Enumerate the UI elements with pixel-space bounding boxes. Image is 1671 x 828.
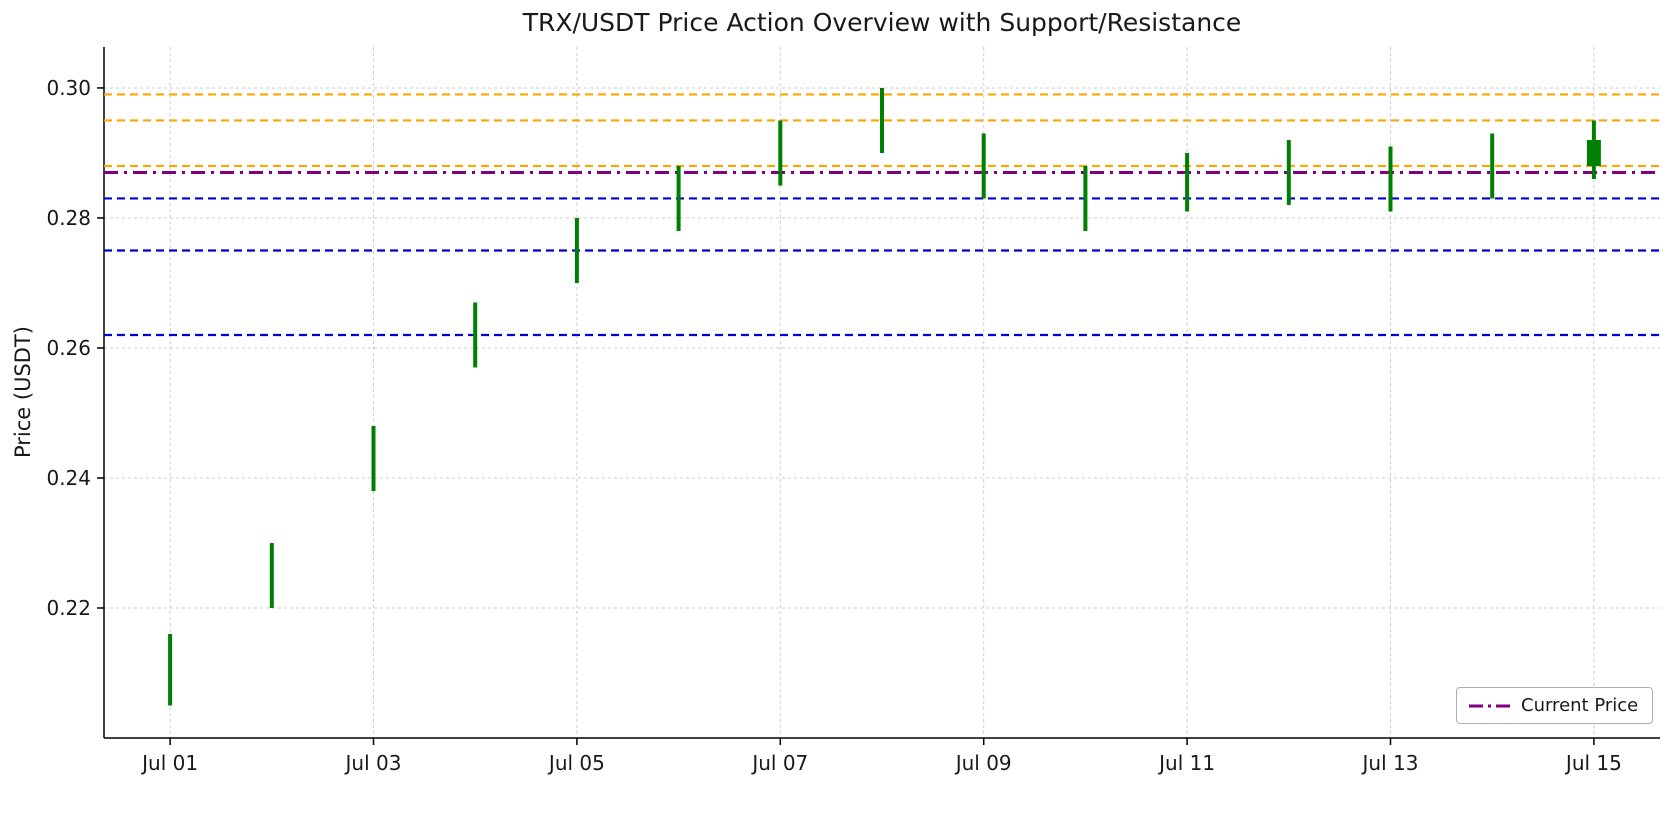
legend-label: Current Price (1521, 695, 1639, 716)
x-tick-label: Jul 05 (547, 751, 605, 775)
x-tick-label: Jul 03 (344, 751, 402, 775)
y-tick-label: 0.26 (46, 336, 91, 360)
x-tick-label: Jul 09 (954, 751, 1012, 775)
y-axis-label: Price (USDT) (11, 326, 35, 458)
y-tick-label: 0.24 (46, 466, 91, 490)
y-tick-label: 0.22 (46, 596, 91, 620)
legend: Current Price (1456, 687, 1654, 724)
x-tick-label: Jul 13 (1361, 751, 1419, 775)
candle-body (1586, 139, 1601, 166)
chart-title: TRX/USDT Price Action Overview with Supp… (522, 8, 1242, 37)
x-tick-label: Jul 11 (1157, 751, 1215, 775)
y-tick-label: 0.28 (46, 206, 91, 230)
current-price-line-sample-icon (1469, 704, 1511, 707)
y-tick-label: 0.30 (46, 76, 91, 100)
x-tick-label: Jul 07 (750, 751, 808, 775)
x-tick-label: Jul 15 (1564, 751, 1622, 775)
x-tick-label: Jul 01 (140, 751, 198, 775)
